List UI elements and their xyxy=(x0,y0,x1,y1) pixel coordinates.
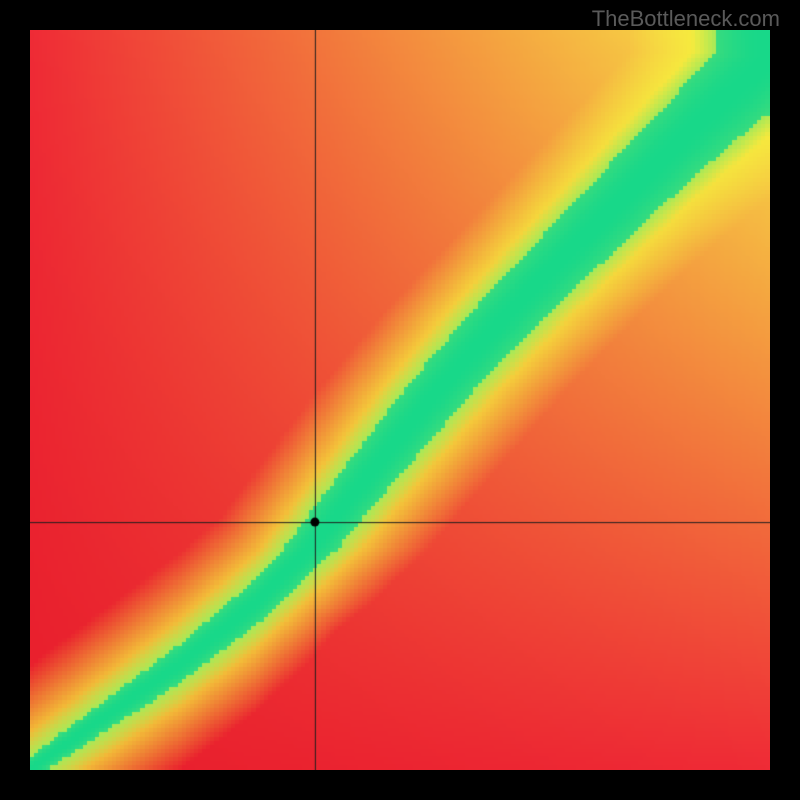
watermark-text: TheBottleneck.com xyxy=(592,6,780,32)
plot-frame xyxy=(30,30,770,770)
heatmap-canvas xyxy=(30,30,770,770)
chart-container: TheBottleneck.com xyxy=(0,0,800,800)
